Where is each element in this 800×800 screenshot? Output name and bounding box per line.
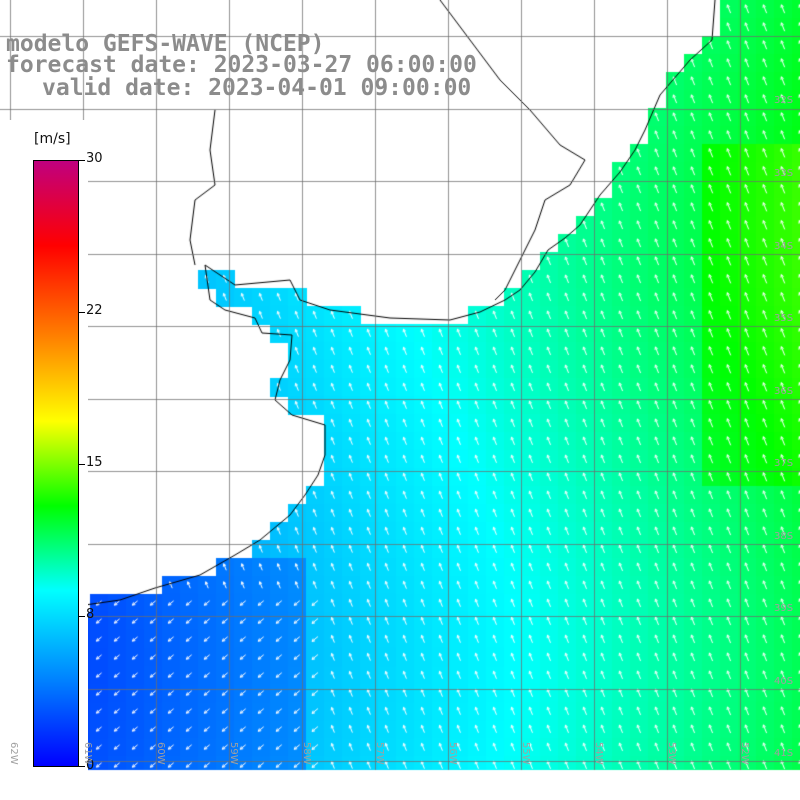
lon-label: 54W — [593, 742, 604, 765]
lon-label: 61W — [82, 742, 93, 765]
colorbar-unit: [m/s] — [34, 131, 71, 147]
valid-date: valid date: 2023-04-01 09:00:00 — [42, 75, 472, 101]
lat-label: 33S — [774, 168, 794, 179]
colorbar-tick-line — [79, 464, 85, 465]
colorbar-tick-30: 30 — [86, 151, 103, 166]
colorbar-tick-0: 0 — [86, 758, 95, 773]
colorbar-tick-line — [79, 312, 85, 313]
lat-label: 39S — [774, 603, 794, 614]
forecast-date: forecast date: 2023-03-27 06:00:00 — [6, 52, 477, 78]
lat-label: 38S — [774, 531, 794, 542]
colorbar-tick-15: 15 — [86, 455, 103, 470]
lat-label: 32S — [774, 95, 794, 106]
lon-label: 59W — [228, 742, 239, 765]
lat-label: 37S — [774, 458, 794, 469]
lat-label: 41S — [774, 748, 794, 759]
lon-label: 55W — [520, 742, 531, 765]
model-title: modelo GEFS-WAVE (NCEP) — [6, 31, 325, 57]
lon-label: 56W — [447, 742, 458, 765]
lon-label: 62W — [8, 742, 19, 765]
lon-label: 52W — [739, 742, 750, 765]
lon-label: 57W — [374, 742, 385, 765]
lon-label: 58W — [301, 742, 312, 765]
colorbar-tick-22: 22 — [86, 303, 103, 318]
colorbar — [33, 160, 79, 767]
colorbar-tick-line — [79, 766, 85, 767]
lat-label: 34S — [774, 241, 794, 252]
colorbar-tick-line — [79, 616, 85, 617]
colorbar-tick-line — [79, 160, 85, 161]
lat-label: 35S — [774, 313, 794, 324]
lon-label: 60W — [155, 742, 166, 765]
lat-label: 40S — [774, 676, 794, 687]
colorbar-tick-8: 8 — [86, 607, 95, 622]
lon-label: 53W — [666, 742, 677, 765]
lat-label: 36S — [774, 386, 794, 397]
